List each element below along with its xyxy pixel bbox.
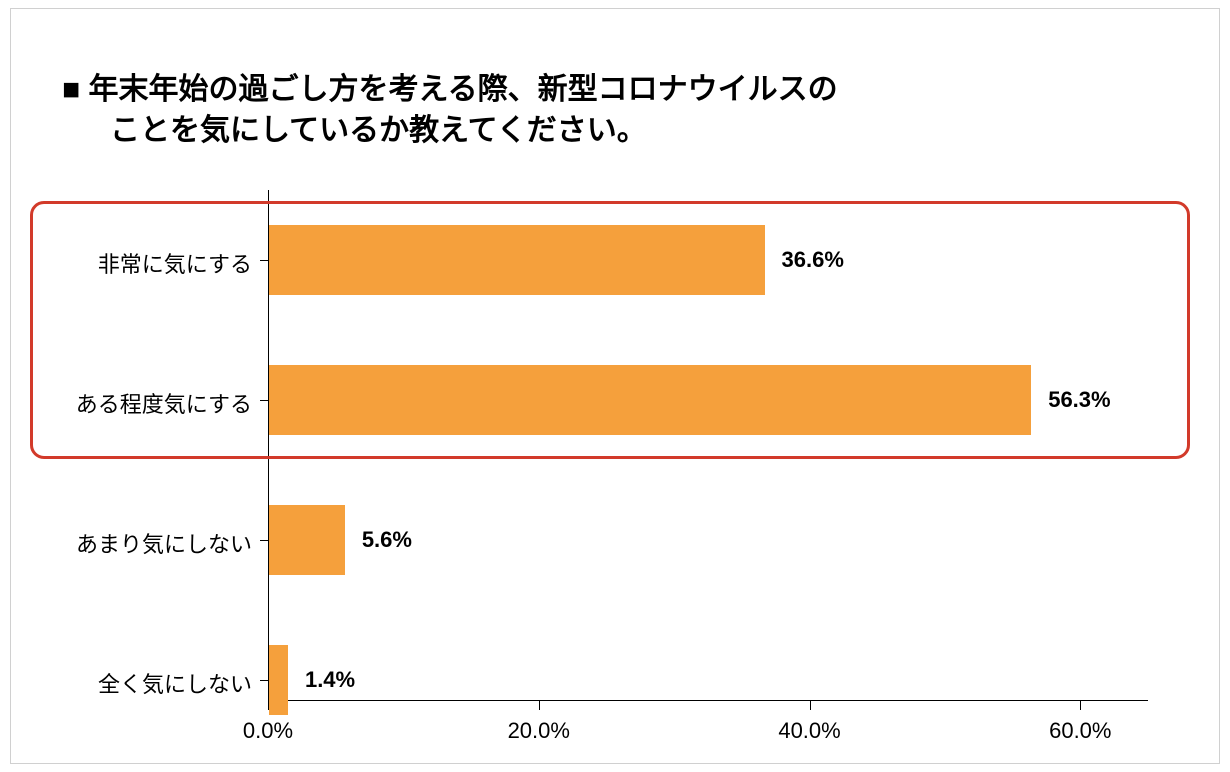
bar-2 — [269, 505, 345, 575]
y-tick-2 — [260, 540, 268, 541]
category-label-3: 全く気にしない — [98, 667, 252, 699]
highlight-box — [30, 201, 1190, 459]
title-bullet: ■ — [62, 73, 80, 106]
y-tick-3 — [260, 680, 268, 681]
chart-title: ■ 年末年始の過ごし方を考える際、新型コロナウイルスの ことを気にしているか教え… — [62, 70, 838, 151]
x-tick-label-1: 20.0% — [489, 718, 589, 744]
x-tick-1 — [539, 700, 540, 710]
category-label-2: あまり気にしない — [76, 527, 252, 559]
x-tick-label-2: 40.0% — [760, 718, 860, 744]
x-tick-label-0: 0.0% — [218, 718, 318, 744]
x-tick-2 — [810, 700, 811, 710]
bar-label-3: 1.4% — [305, 667, 355, 693]
title-line-1: 年末年始の過ごし方を考える際、新型コロナウイルスの — [88, 73, 837, 106]
bar-3 — [269, 645, 288, 715]
x-axis-line — [268, 700, 1148, 701]
x-tick-3 — [1080, 700, 1081, 710]
title-line-2: ことを気にしているか教えてください。 — [62, 111, 838, 152]
bar-label-2: 5.6% — [362, 527, 412, 553]
x-tick-label-3: 60.0% — [1030, 718, 1130, 744]
